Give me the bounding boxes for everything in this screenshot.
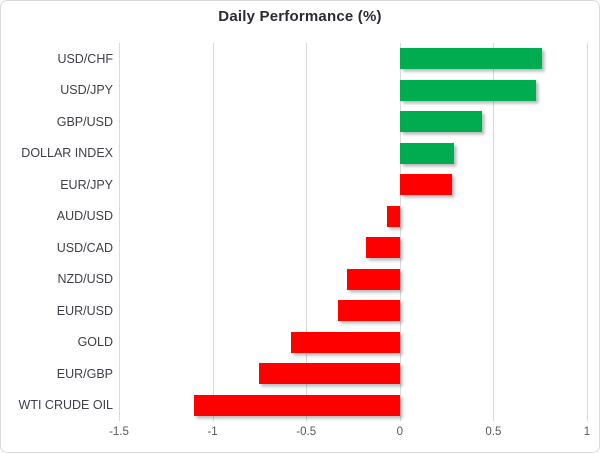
bar-wti-crude-oil [193, 394, 400, 416]
bar-usd-jpy [399, 79, 537, 101]
bar-eur-gbp [259, 363, 400, 385]
gridline [399, 43, 401, 421]
x-tick-label: -1 [207, 426, 218, 438]
chart-title: Daily Performance (%) [218, 8, 382, 25]
category-label-nzd-usd: NZD/USD [57, 272, 113, 287]
x-tick-label: -1.5 [109, 426, 129, 438]
bar-gbp-usd [399, 111, 483, 133]
category-label-eur-gbp: EUR/GBP [56, 366, 113, 381]
bar-gold [291, 331, 400, 353]
bar-usd-cad [366, 237, 400, 259]
gridline [587, 43, 588, 421]
plot-area [119, 43, 588, 421]
category-label-eur-jpy: EUR/JPY [60, 177, 113, 192]
bar-nzd-usd [347, 268, 400, 290]
category-label-aud-usd: AUD/USD [56, 209, 113, 224]
x-tick-label: -0.5 [296, 426, 317, 438]
bar-aud-usd [386, 205, 400, 227]
bar-eur-usd [338, 300, 400, 322]
category-label-usd-jpy: USD/JPY [60, 83, 113, 98]
category-label-dollar-index: DOLLAR INDEX [21, 146, 113, 161]
gridline [306, 43, 308, 421]
category-label-gbp-usd: GBP/USD [56, 114, 113, 129]
gridline [119, 43, 120, 421]
x-tick-label: 1 [583, 426, 591, 438]
category-label-gold: GOLD [77, 335, 113, 350]
category-label-eur-usd: EUR/USD [56, 303, 113, 318]
gridline [493, 43, 495, 421]
category-axis-labels: USD/CHF USD/JPY GBP/USD DOLLAR INDEX EUR/JPY… [1, 43, 113, 421]
category-label-usd-chf: USD/CHF [57, 51, 113, 66]
category-label-wti-crude-oil: WTI CRUDE OIL [18, 398, 113, 413]
x-tick-label: 0.5 [485, 426, 502, 438]
bar-eur-jpy [399, 174, 453, 196]
gridline [212, 43, 214, 421]
x-tick-label: 0 [396, 426, 403, 438]
bar-dollar-index [399, 142, 455, 164]
category-label-usd-cad: USD/CAD [56, 240, 113, 255]
x-axis-labels: -1.5 -1 -0.5 0 0.5 1 [109, 426, 591, 444]
bar-usd-chf [399, 48, 543, 70]
